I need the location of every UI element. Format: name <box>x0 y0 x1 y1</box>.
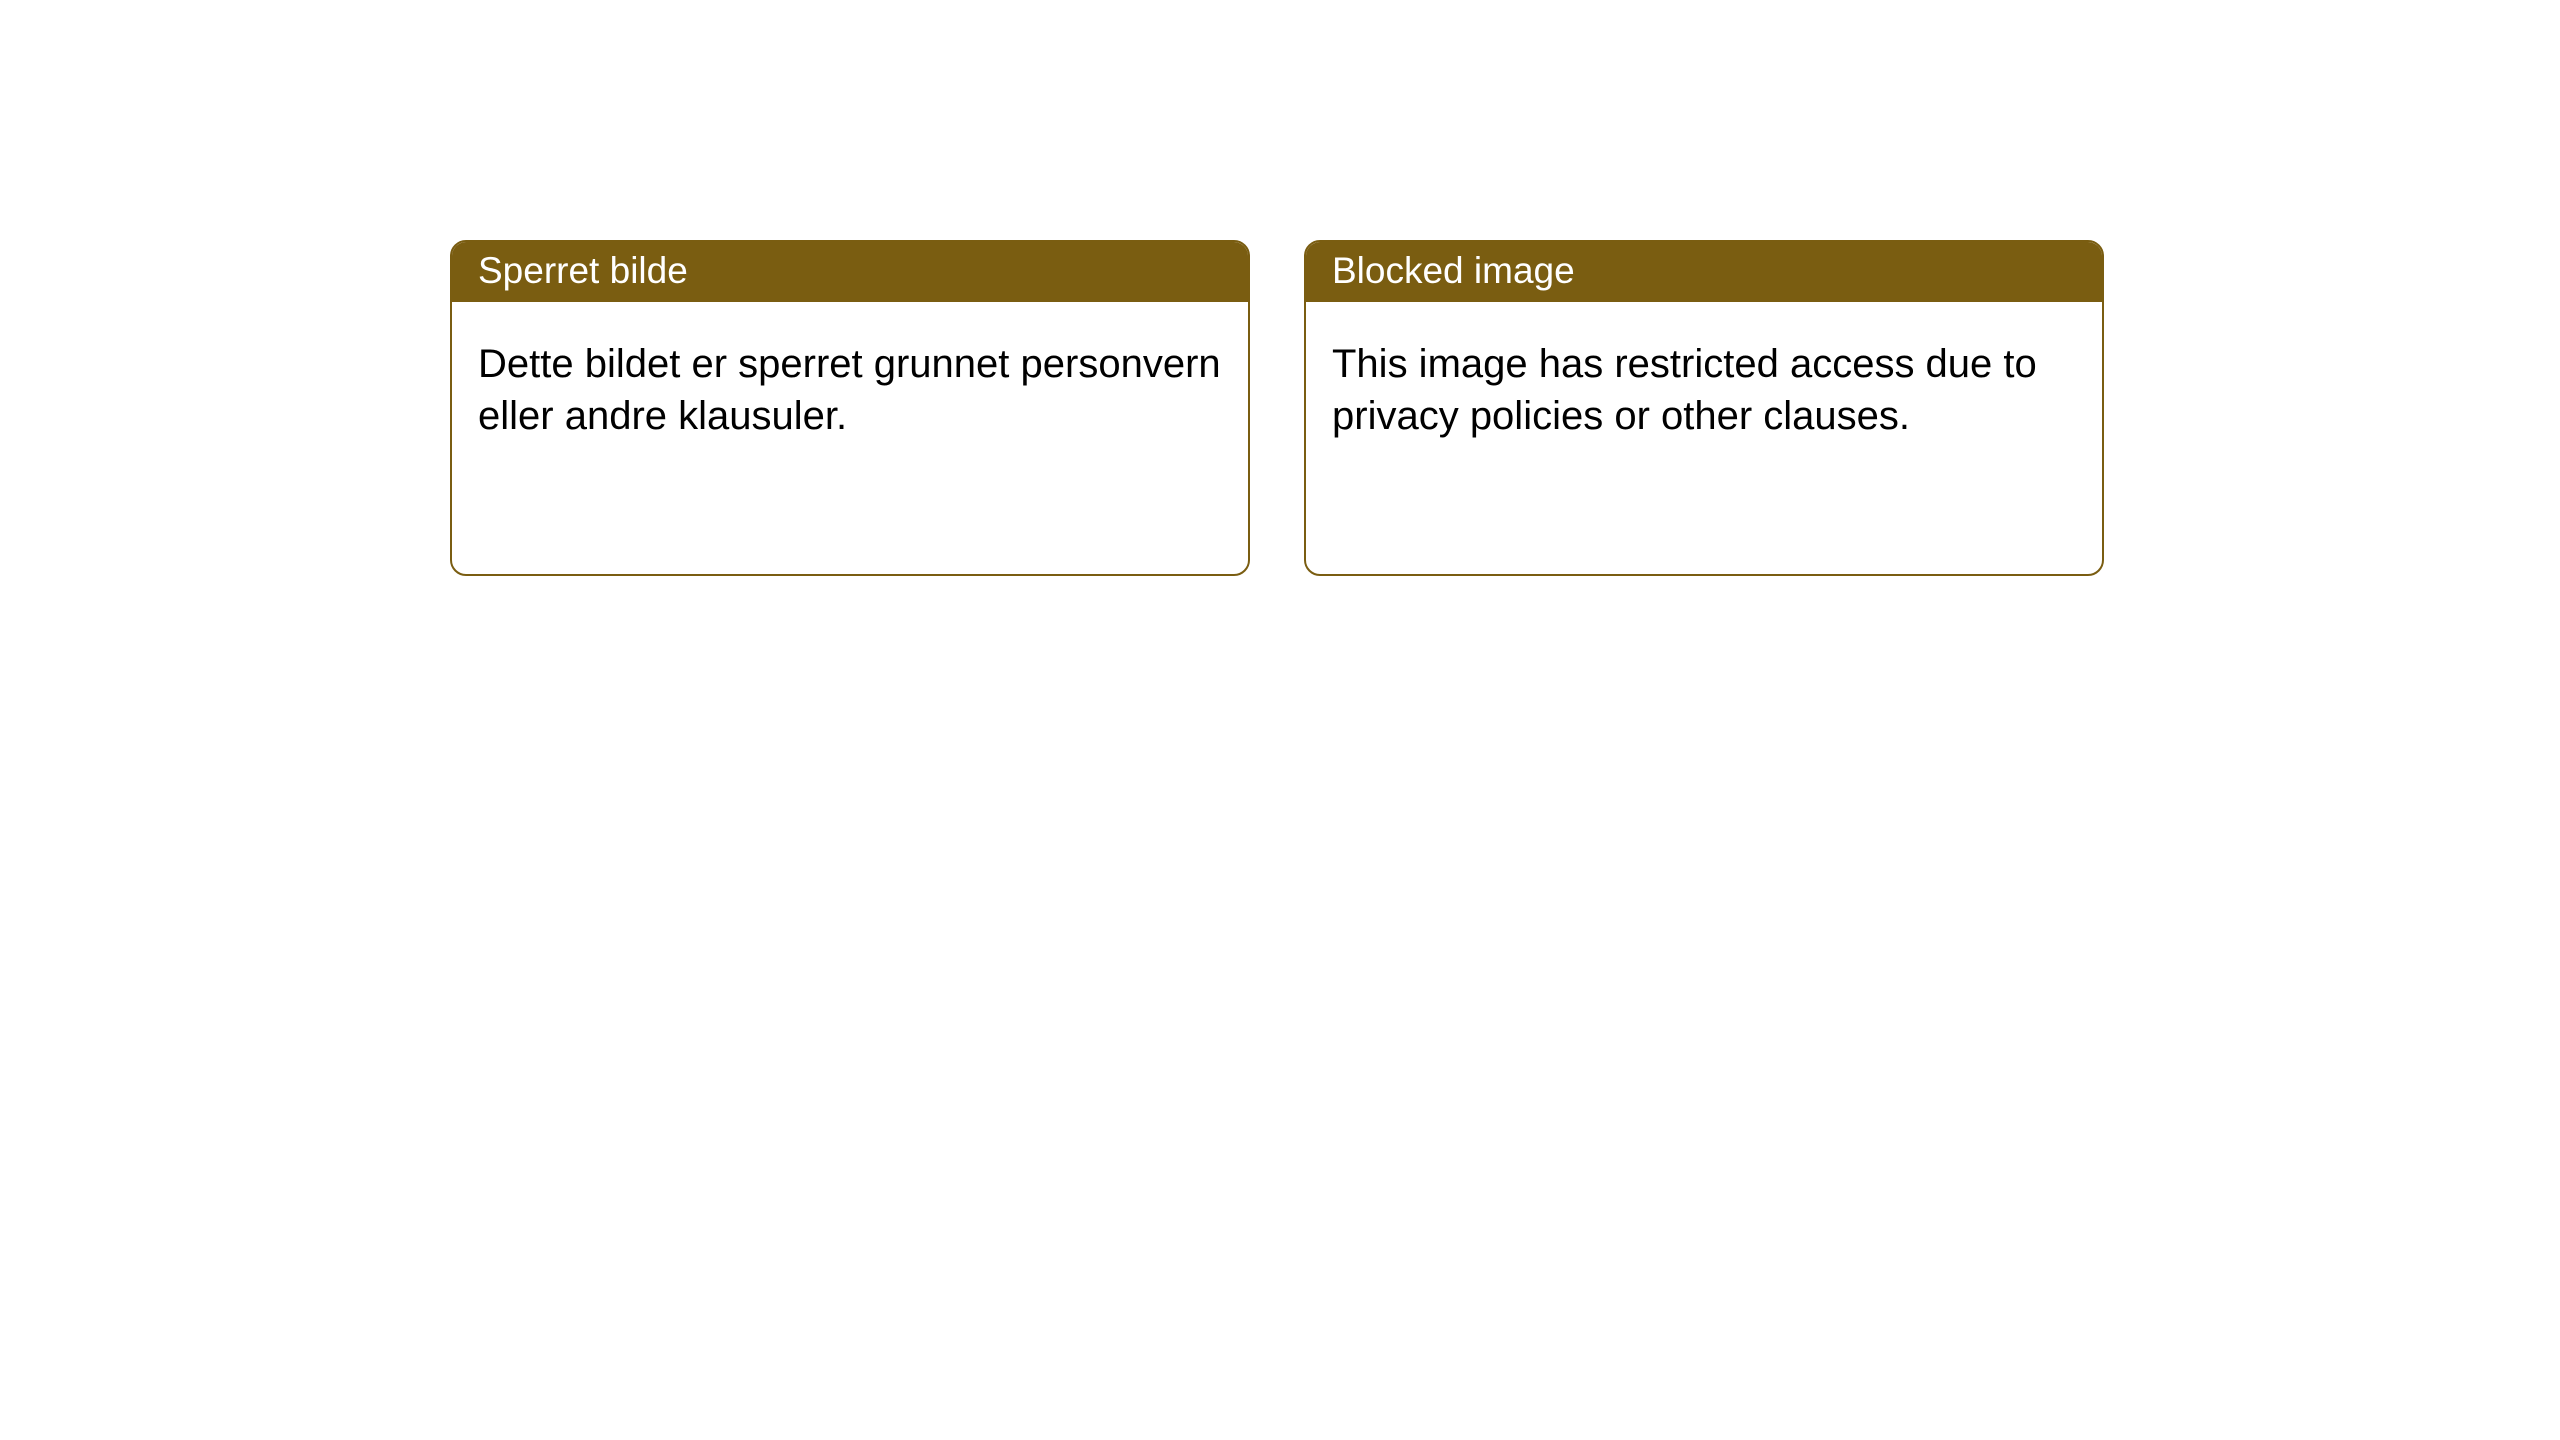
notice-body: This image has restricted access due to … <box>1306 302 2102 478</box>
notice-container: Sperret bilde Dette bildet er sperret gr… <box>0 0 2560 576</box>
notice-title: Blocked image <box>1332 250 1575 291</box>
notice-header: Sperret bilde <box>452 242 1248 302</box>
notice-header: Blocked image <box>1306 242 2102 302</box>
notice-card-norwegian: Sperret bilde Dette bildet er sperret gr… <box>450 240 1250 576</box>
notice-card-english: Blocked image This image has restricted … <box>1304 240 2104 576</box>
notice-message: Dette bildet er sperret grunnet personve… <box>478 342 1221 438</box>
notice-message: This image has restricted access due to … <box>1332 342 2037 438</box>
notice-body: Dette bildet er sperret grunnet personve… <box>452 302 1248 478</box>
notice-title: Sperret bilde <box>478 250 688 291</box>
